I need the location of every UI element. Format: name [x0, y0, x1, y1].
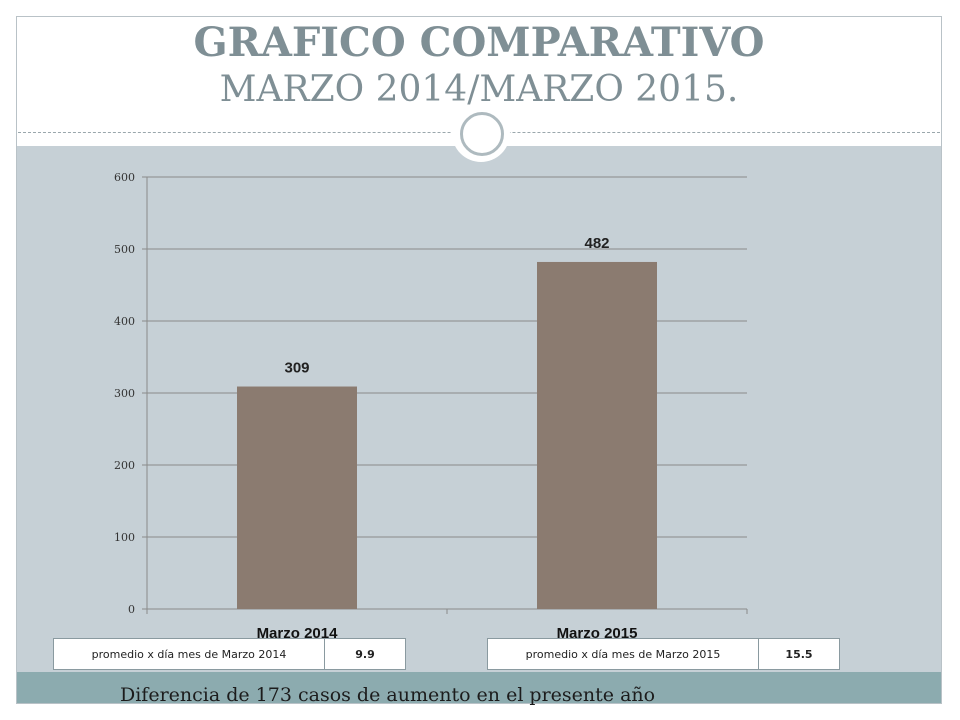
bar	[237, 386, 357, 609]
y-tick-label: 100	[114, 531, 135, 544]
y-tick-label: 400	[114, 315, 135, 328]
average-table-2014: promedio x día mes de Marzo 2014 9.9	[53, 638, 406, 670]
average-value: 15.5	[758, 638, 840, 670]
y-tick-label: 600	[114, 171, 135, 184]
bar	[537, 261, 657, 609]
average-value: 9.9	[324, 638, 406, 670]
footer-bar	[17, 672, 941, 703]
y-tick-label: 500	[114, 243, 135, 256]
average-label: promedio x día mes de Marzo 2015	[487, 638, 759, 670]
y-tick-label: 300	[114, 387, 135, 400]
title-line-2: MARZO 2014/MARZO 2015.	[219, 69, 739, 110]
content-area	[17, 146, 941, 672]
title-line-1: GRAFICO COMPARATIVO	[193, 19, 765, 66]
slide-frame	[16, 16, 942, 704]
category-label: Marzo 2014	[257, 625, 339, 642]
average-table-2015: promedio x día mes de Marzo 2015 15.5	[487, 638, 840, 670]
average-label: promedio x día mes de Marzo 2014	[53, 638, 325, 670]
decorative-ring-icon	[460, 112, 504, 156]
data-label: 309	[284, 360, 309, 377]
y-tick-label: 200	[114, 459, 135, 472]
category-label: Marzo 2015	[557, 625, 638, 642]
y-tick-label: 0	[128, 603, 135, 616]
slide-title: GRAFICO COMPARATIVO MARZO 2014/MARZO 201…	[16, 18, 942, 112]
footer-text: Diferencia de 173 casos de aumento en el…	[120, 684, 656, 706]
data-label: 482	[584, 235, 609, 252]
